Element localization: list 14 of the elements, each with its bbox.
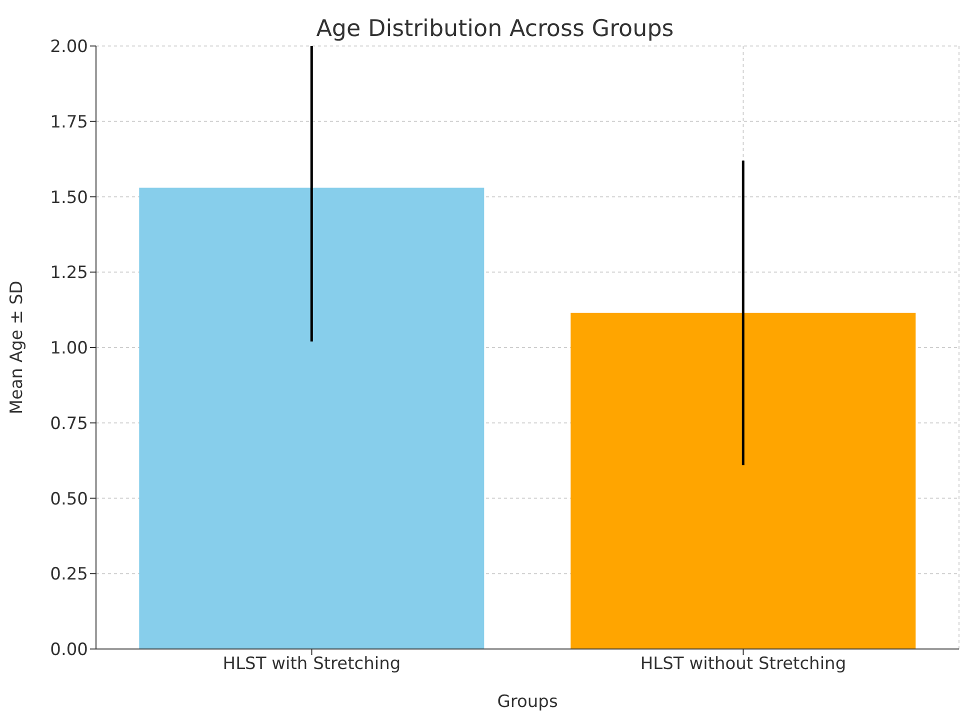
x-tick-label: HLST with Stretching [222,654,401,674]
chart-title: Age Distribution Across Groups [316,16,674,42]
x-tick-label: HLST without Stretching [640,654,846,674]
y-tick-label: 0.00 [50,640,88,660]
y-tick-label: 1.25 [50,263,88,284]
y-axis-title: Mean Age ± SD [7,280,28,414]
y-tick-label: 0.25 [50,564,88,585]
y-tick-label: 2.00 [50,37,88,58]
y-tick-label: 0.50 [50,489,88,510]
x-axis-title: Groups [497,692,558,712]
y-tick-label: 1.75 [50,112,88,132]
y-tick-label: 0.75 [50,414,88,434]
y-tick-label: 1.50 [50,188,88,208]
y-tick-label: 1.00 [50,338,88,359]
